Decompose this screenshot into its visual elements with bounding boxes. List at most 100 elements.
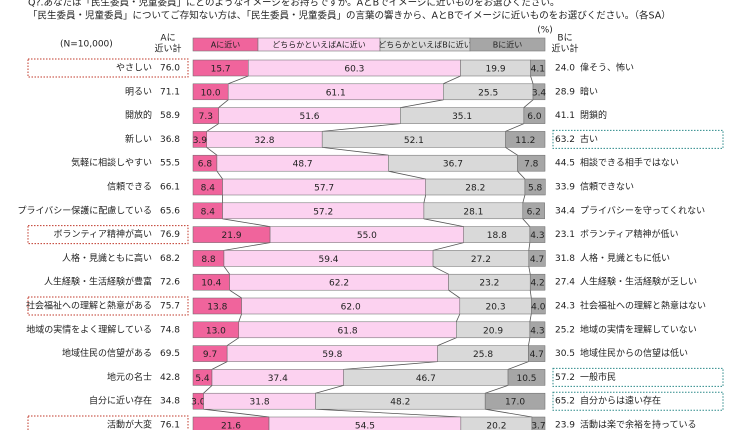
b-total-label: 44.5 <box>555 159 575 169</box>
value-label: 57.2 <box>313 207 333 217</box>
value-label: 19.9 <box>486 65 506 75</box>
category-a-label: 地元の名士 <box>107 371 152 383</box>
connector-line <box>529 313 532 322</box>
connector-line <box>437 337 457 346</box>
category-b-label: 地域住民からの信望は低い <box>580 347 688 359</box>
b-total-label: 57.2 <box>555 373 575 383</box>
bar-segment <box>528 250 546 267</box>
a-total-label: 65.6 <box>160 206 180 216</box>
category-b-label: ボランティア精神が低い <box>580 228 678 240</box>
bar-segment <box>529 226 546 243</box>
value-label: 6.8 <box>198 160 213 170</box>
value-label: 13.0 <box>206 326 226 336</box>
b-total-label: 41.1 <box>555 111 575 121</box>
category-a-label: 人格・見識ともに高い <box>62 252 152 264</box>
value-label: 5.4 <box>195 374 210 384</box>
value-label: 51.6 <box>299 112 319 122</box>
legend-label: Bに近い <box>493 40 523 50</box>
b-total-label: 63.2 <box>555 135 575 145</box>
a-total-label: 72.6 <box>160 278 180 288</box>
bar-segment <box>523 107 546 124</box>
connector-line <box>505 147 518 156</box>
value-label: 3.7 <box>531 422 545 430</box>
a-total-label: 58.9 <box>160 111 180 121</box>
connector-line <box>443 75 461 85</box>
connector-line <box>203 385 213 394</box>
connector-line <box>222 218 271 227</box>
b-total-label: 65.2 <box>555 397 575 407</box>
value-label: 4.7 <box>530 255 544 265</box>
value-label: 61.8 <box>338 326 358 336</box>
value-label: 48.7 <box>293 160 313 170</box>
connector-line <box>322 123 401 132</box>
highlight-b-box <box>552 129 724 149</box>
value-label: 4.3 <box>530 231 544 241</box>
b-total-label: 24.0 <box>555 64 575 74</box>
b-total-label: 24.3 <box>555 302 575 312</box>
category-a-label: 自分に近い存在 <box>89 395 152 407</box>
category-a-label: 明るい <box>125 86 152 97</box>
connector-line <box>229 289 242 299</box>
value-label: 36.7 <box>443 160 463 170</box>
category-a-label: 地域の実情をよく理解している <box>26 323 152 335</box>
connector-line <box>388 170 426 180</box>
a-total-header: Aに <box>160 33 175 44</box>
bar-segment <box>531 416 546 430</box>
a-total-label: 71.1 <box>160 87 180 97</box>
a-total-label: 74.8 <box>160 325 180 335</box>
a-total-label: 76.0 <box>160 64 180 74</box>
value-label: 4.3 <box>530 326 544 336</box>
value-label: 3.9 <box>193 136 208 146</box>
value-label: 4.1 <box>531 65 545 75</box>
highlight-a-box <box>27 225 189 245</box>
category-b-label: 暗い <box>580 85 598 97</box>
connector-line <box>223 242 271 251</box>
bar-segment <box>530 59 546 77</box>
value-label: 3.4 <box>532 88 547 98</box>
b-total-label: 23.1 <box>555 230 575 240</box>
value-label: 10.5 <box>516 374 536 384</box>
a-total-label: 68.2 <box>160 254 180 264</box>
bar-segment <box>522 202 545 220</box>
connector-line <box>455 313 461 322</box>
connector-line <box>528 337 531 346</box>
value-label: 11.2 <box>515 136 535 146</box>
b-total-label: 33.9 <box>555 183 575 193</box>
category-a-label: 信頼できる <box>107 181 152 193</box>
question-line: Q?.あなたは「民生委員・児童委員」にどのようなイメージをお持ちですか。AとBで… <box>28 0 560 9</box>
category-b-label: 自分からは遠い存在 <box>580 395 661 407</box>
b-total-label: 30.5 <box>555 349 575 359</box>
question-line: 「民生委員・児童委員」についてご存知ない方は、「民生委員・児童委員」の言葉の響き… <box>28 10 671 22</box>
highlight-a-box <box>27 58 189 78</box>
value-label: 60.3 <box>344 65 364 75</box>
value-label: 10.0 <box>201 88 221 98</box>
b-total-header: 近い計 <box>551 43 578 55</box>
category-a-label: プライバシー保護に配慮している <box>17 204 152 216</box>
category-b-label: 閉鎖的 <box>580 109 607 121</box>
category-a-label: 地域住民の信望がある <box>62 347 152 359</box>
value-label: 20.2 <box>486 422 506 430</box>
category-a-label: ボランティア精神が高い <box>54 228 152 240</box>
value-label: 15.7 <box>211 65 231 75</box>
category-b-label: 地域の実情を理解していない <box>580 323 697 335</box>
category-a-label: 開放的 <box>125 109 152 121</box>
category-a-label: 新しい <box>125 133 152 145</box>
value-label: 25.5 <box>478 88 498 98</box>
category-b-label: 人格・見識ともに低い <box>580 252 670 264</box>
connector-line <box>315 408 461 418</box>
highlight-b-box <box>552 391 724 411</box>
a-total-label: 55.5 <box>160 159 180 169</box>
value-label: 7.3 <box>199 112 213 122</box>
connector-line <box>228 75 249 85</box>
legend-label: どちらかといえばBに近い <box>378 40 472 50</box>
highlight-b-box <box>552 367 724 387</box>
connector-line <box>517 170 526 180</box>
value-label: 6.2 <box>527 207 541 217</box>
b-total-label: 28.9 <box>555 87 575 97</box>
value-label: 37.4 <box>268 374 288 384</box>
connector-line <box>206 123 219 132</box>
value-label: 59.4 <box>318 255 338 265</box>
unit-label: (%) <box>537 26 553 36</box>
bar-segment <box>505 131 546 148</box>
